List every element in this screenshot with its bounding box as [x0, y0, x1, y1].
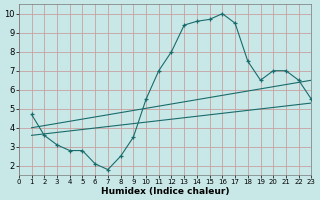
X-axis label: Humidex (Indice chaleur): Humidex (Indice chaleur) — [101, 187, 229, 196]
